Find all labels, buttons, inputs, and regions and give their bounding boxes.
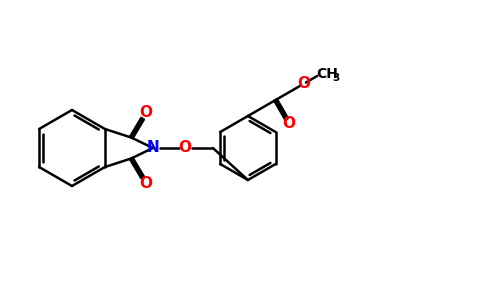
Text: O: O <box>283 116 296 131</box>
Text: O: O <box>140 105 152 120</box>
Text: O: O <box>179 140 191 155</box>
Text: CH: CH <box>316 67 338 81</box>
Text: O: O <box>140 176 152 191</box>
Text: O: O <box>298 76 311 91</box>
Text: 3: 3 <box>333 73 340 83</box>
Text: N: N <box>147 140 159 155</box>
